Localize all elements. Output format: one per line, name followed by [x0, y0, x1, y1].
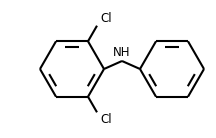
Text: Cl: Cl — [100, 113, 112, 126]
Text: Cl: Cl — [100, 12, 112, 25]
Text: NH: NH — [113, 46, 131, 59]
